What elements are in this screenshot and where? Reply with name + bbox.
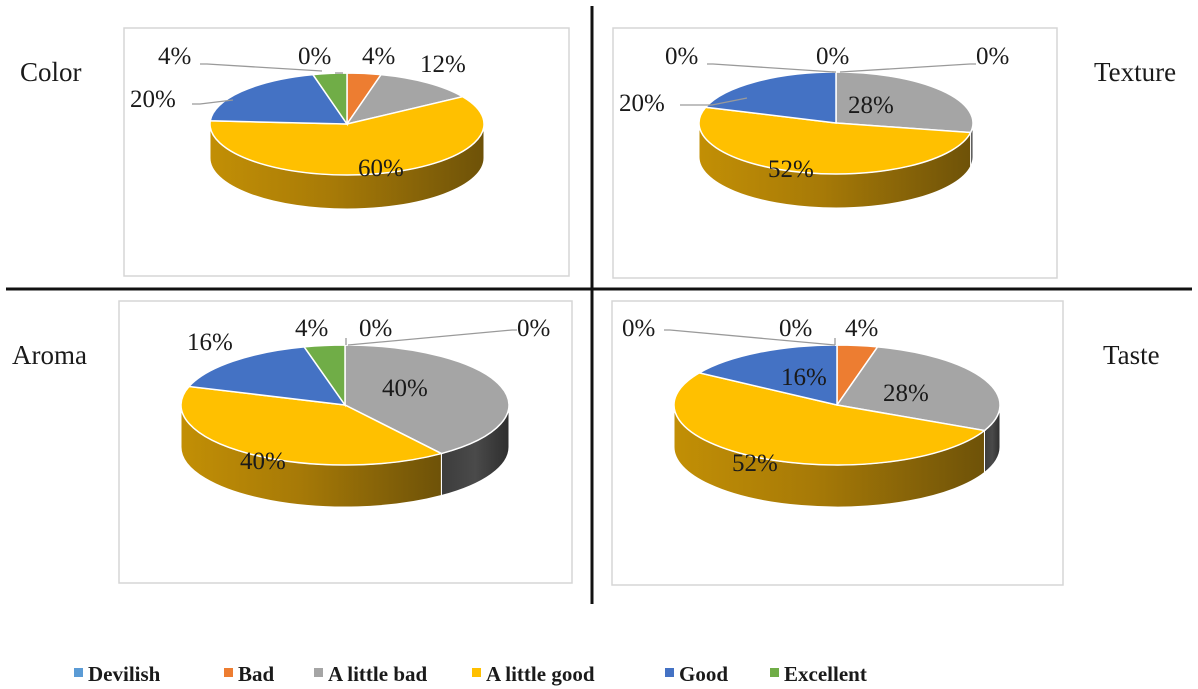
category-label-color: Color [20, 57, 82, 87]
data-label-a-little-bad: 12% [420, 51, 466, 78]
legend-label-a-little-good: A little good [486, 662, 595, 686]
category-label-texture: Texture [1094, 57, 1176, 87]
data-label-bad: 4% [845, 315, 878, 342]
data-label-a-little-good: 52% [768, 156, 814, 183]
data-label-a-little-good: 40% [240, 448, 286, 475]
data-label-good: 16% [187, 329, 233, 356]
pie-top-faces [699, 72, 973, 174]
data-label-devilish: 0% [359, 315, 392, 342]
category-label-aroma: Aroma [12, 340, 87, 370]
data-label-good: 16% [781, 364, 827, 391]
legend-label-good: Good [679, 662, 728, 686]
legend-swatch-good [665, 668, 674, 677]
legend-swatch-devilish [74, 668, 83, 677]
data-label-excellent: 4% [295, 315, 328, 342]
data-label-a-little-good: 60% [358, 155, 404, 182]
legend-swatch-a-little-good [472, 668, 481, 677]
data-label-bad: 0% [517, 315, 550, 342]
legend-label-excellent: Excellent [784, 662, 867, 686]
data-label-excellent: 4% [158, 43, 191, 70]
pie-top-faces [181, 345, 509, 465]
pie-top-faces [210, 73, 484, 175]
data-label-good: 20% [130, 86, 176, 113]
legend-label-a-little-bad: A little bad [328, 662, 427, 686]
legend-label-devilish: Devilish [88, 662, 161, 686]
legend: Devilish Bad A little bad A little good … [74, 662, 867, 686]
data-label-excellent: 0% [622, 315, 655, 342]
data-label-a-little-bad: 28% [848, 92, 894, 119]
category-label-taste: Taste [1103, 340, 1160, 370]
data-label-devilish: 0% [779, 315, 812, 342]
data-label-bad: 4% [362, 43, 395, 70]
data-label-devilish: 0% [816, 43, 849, 70]
legend-swatch-excellent [770, 668, 779, 677]
data-label-a-little-bad: 40% [382, 375, 428, 402]
data-label-devilish: 0% [298, 43, 331, 70]
legend-swatch-a-little-bad [314, 668, 323, 677]
data-label-a-little-good: 52% [732, 450, 778, 477]
legend-swatch-bad [224, 668, 233, 677]
data-label-bad: 0% [976, 43, 1009, 70]
legend-label-bad: Bad [238, 662, 275, 686]
data-label-a-little-bad: 28% [883, 380, 929, 407]
pie-top-faces [674, 345, 1000, 465]
data-label-good: 20% [619, 90, 665, 117]
data-label-excellent: 0% [665, 43, 698, 70]
